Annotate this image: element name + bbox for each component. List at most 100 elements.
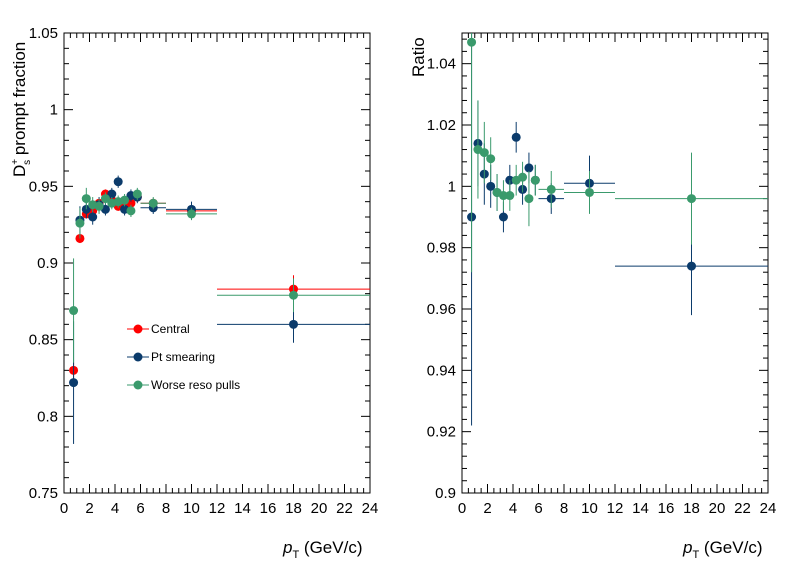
legend-pt-smearing-label: Pt smearing [151,350,215,364]
right-y-tick-label: 0.98 [427,240,456,257]
left-y-tick-label: 1.05 [29,25,58,42]
right-pt-smearing-point [498,212,508,222]
right-x-tick-label: 8 [560,500,568,517]
right-series-pt-smearing [467,33,768,426]
right-x-tick-label: 12 [607,500,624,517]
right-x-tick-label: 2 [483,500,491,517]
left-worse-reso-pulls-point [187,209,196,219]
left-pt-smearing-point [88,212,98,222]
legend: Central Pt smearing Worse reso pulls [127,322,240,392]
left-plot-frame [63,32,371,494]
left-series-worse-reso-pulls [69,187,370,363]
left-worse-reso-pulls-point [75,218,85,228]
left-x-tick-label: 16 [260,500,277,517]
left-worse-reso-pulls-point [289,290,298,300]
legend-pt-smearing-marker [133,352,143,362]
left-x-tick-label: 2 [85,500,93,517]
right-panel: 0 2 4 6 8 10 12 14 16 18 20 22 240.90.920.940.960.98… [409,32,777,561]
left-x-tick-label: 4 [111,500,119,517]
right-worse-reso-pulls-point [524,194,534,204]
right-y-tick-label: 0.9 [435,485,456,502]
right-x-tick-label: 24 [760,500,777,517]
left-x-tick-label: 14 [234,500,251,517]
right-x-axis-title-unit: (GeV/c) [699,538,762,557]
left-x-axis-title: pT (GeV/c) [282,538,363,561]
right-pt-smearing-point [511,132,521,142]
left-y-tick-label: 0.8 [37,408,58,425]
left-x-tick-label: 10 [183,500,200,517]
left-worse-reso-pulls-point [148,198,158,208]
left-axis-ticks: 0 2 4 6 8 10 12 14 16 18 20 22 240.750.80.850.90.951… [29,25,379,517]
left-x-tick-label: 0 [60,500,68,517]
left-worse-reso-pulls-point [126,206,136,216]
left-data-series [69,175,370,444]
right-y-tick-label: 0.96 [427,301,456,318]
right-worse-reso-pulls-point [498,191,508,201]
left-x-tick-label: 22 [336,500,353,517]
right-pt-smearing-point [486,181,496,191]
left-y-axis-title: D+s prompt fraction [10,42,33,177]
right-data-series [467,33,768,426]
right-worse-reso-pulls-point [467,37,477,47]
left-worse-reso-pulls-point [100,194,110,204]
right-x-tick-label: 22 [734,500,751,517]
right-x-tick-label: 0 [458,500,466,517]
left-worse-reso-pulls-point [94,201,104,211]
left-pt-smearing-point [113,177,123,187]
left-worse-reso-pulls-point [69,306,79,316]
left-pt-smearing-point [107,189,117,199]
right-y-tick-label: 0.92 [427,424,456,441]
legend-worse-reso-marker [133,380,143,390]
right-worse-reso-pulls-point [505,191,515,201]
left-series-pt-smearing [69,175,370,444]
legend-central-label: Central [151,322,190,336]
left-y-tick-label: 0.9 [37,255,58,272]
left-pt-smearing-point [69,378,79,388]
right-x-axis-title-sub: T [692,549,699,561]
right-x-tick-label: 10 [581,500,598,517]
right-worse-reso-pulls-point [585,187,594,197]
legend-central-marker [133,324,143,334]
right-pt-smearing-point [687,261,696,271]
right-x-tick-label: 16 [658,500,675,517]
right-series-worse-reso-pulls [467,33,768,273]
right-y-axis-title: Ratio [409,37,428,77]
right-pt-smearing-point [524,163,534,173]
right-worse-reso-pulls-point [486,154,496,164]
left-series-central [69,189,370,378]
right-worse-reso-pulls-point [530,175,540,185]
left-pt-smearing-point [289,319,298,329]
right-plot-frame [461,32,769,494]
right-x-tick-label: 6 [534,500,542,517]
left-worse-reso-pulls-point [132,189,142,199]
left-y-axis-title-d: D [10,165,29,177]
left-x-tick-label: 8 [162,500,170,517]
right-worse-reso-pulls-point [518,172,528,182]
left-x-tick-label: 24 [362,500,379,517]
left-y-axis-title-sup: + [10,159,21,165]
right-axis-ticks: 0 2 4 6 8 10 12 14 16 18 20 22 240.90.920.940.960.98… [427,33,777,517]
left-y-axis-title-sub: s [22,160,33,165]
left-y-tick-label: 0.95 [29,178,58,195]
right-x-tick-label: 18 [683,500,700,517]
right-worse-reso-pulls-point [687,194,696,204]
left-x-tick-label: 18 [285,500,302,517]
right-worse-reso-pulls-point [546,184,556,194]
left-y-tick-label: 1 [50,102,58,119]
left-x-axis-title-unit: (GeV/c) [299,538,362,557]
left-x-tick-label: 12 [209,500,226,517]
right-x-axis-title-p: p [682,538,692,557]
left-worse-reso-pulls-point [81,194,91,204]
left-x-axis-title-sub: T [292,549,299,561]
right-x-axis-title: pT (GeV/c) [682,538,763,561]
left-panel: 0 2 4 6 8 10 12 14 16 18 20 22 240.750.80.850.90.951… [10,25,378,561]
left-y-axis-title-rest: prompt fraction [10,42,29,160]
left-worse-reso-pulls-point [120,195,130,205]
right-y-tick-label: 0.94 [427,362,456,379]
right-y-tick-label: 1.02 [427,117,456,134]
left-y-tick-label: 0.75 [29,485,58,502]
right-y-tick-label: 1.04 [427,56,456,73]
legend-worse-reso-label: Worse reso pulls [151,378,240,392]
left-x-tick-label: 6 [136,500,144,517]
left-x-tick-label: 20 [311,500,328,517]
